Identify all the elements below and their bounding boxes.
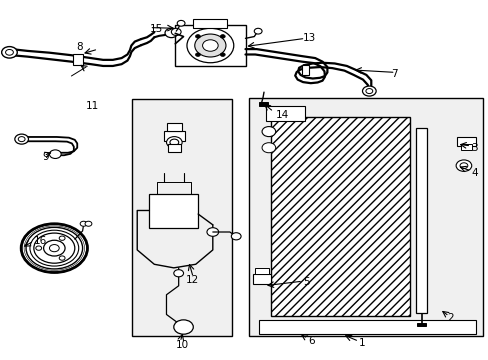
Circle shape [362, 86, 375, 96]
Bar [416, 323, 425, 326]
Bar [166, 123, 182, 131]
Circle shape [1, 46, 17, 58]
Text: 2: 2 [446, 313, 452, 323]
Circle shape [49, 150, 61, 158]
Bar [149, 194, 198, 228]
Text: 3: 3 [470, 143, 477, 153]
Circle shape [254, 28, 262, 34]
Text: 1: 1 [358, 338, 365, 348]
Bar [259, 320, 475, 334]
Bar [132, 99, 232, 336]
Bar [259, 102, 267, 107]
Circle shape [365, 89, 372, 94]
Circle shape [43, 240, 65, 256]
Text: 16: 16 [34, 236, 47, 246]
Circle shape [195, 35, 200, 38]
Text: 14: 14 [276, 111, 289, 121]
Circle shape [202, 40, 218, 51]
Circle shape [220, 53, 225, 57]
Circle shape [194, 34, 225, 57]
Circle shape [166, 136, 182, 148]
Circle shape [15, 134, 28, 144]
Text: 11: 11 [86, 102, 99, 112]
Bar [255, 267, 268, 274]
Circle shape [173, 270, 183, 277]
Circle shape [170, 139, 178, 145]
Circle shape [171, 28, 181, 36]
Circle shape [80, 221, 87, 226]
Bar [266, 107, 305, 121]
Text: 13: 13 [303, 33, 316, 43]
Circle shape [49, 244, 59, 252]
Bar [249, 98, 483, 336]
Bar [302, 65, 309, 75]
Circle shape [18, 136, 25, 141]
Bar [73, 54, 82, 65]
Text: 7: 7 [390, 69, 397, 79]
Circle shape [262, 127, 275, 136]
Circle shape [85, 221, 92, 226]
Bar [456, 137, 475, 146]
Circle shape [455, 160, 471, 171]
Circle shape [459, 163, 467, 168]
Circle shape [36, 246, 41, 250]
Text: 4: 4 [470, 168, 477, 178]
Circle shape [186, 28, 233, 63]
Text: 15: 15 [149, 24, 163, 35]
Text: 9: 9 [42, 152, 49, 162]
Circle shape [59, 236, 65, 240]
Circle shape [5, 49, 13, 55]
Circle shape [177, 21, 184, 26]
Circle shape [59, 256, 65, 260]
Circle shape [34, 233, 75, 263]
Bar [460, 144, 471, 149]
Bar [167, 144, 181, 152]
Text: 12: 12 [185, 275, 199, 285]
Text: 8: 8 [76, 42, 83, 52]
Bar [253, 274, 270, 284]
Text: 5: 5 [303, 277, 309, 287]
Circle shape [262, 143, 275, 153]
Circle shape [195, 53, 200, 57]
Text: 10: 10 [176, 340, 189, 350]
Bar [163, 131, 184, 140]
Circle shape [206, 228, 218, 236]
Bar [193, 19, 227, 28]
Bar [175, 25, 245, 66]
Bar [271, 117, 409, 316]
Circle shape [173, 320, 193, 334]
Circle shape [220, 35, 225, 38]
Circle shape [164, 28, 177, 38]
Circle shape [231, 233, 241, 240]
Bar [415, 128, 426, 313]
Text: 6: 6 [307, 336, 314, 346]
